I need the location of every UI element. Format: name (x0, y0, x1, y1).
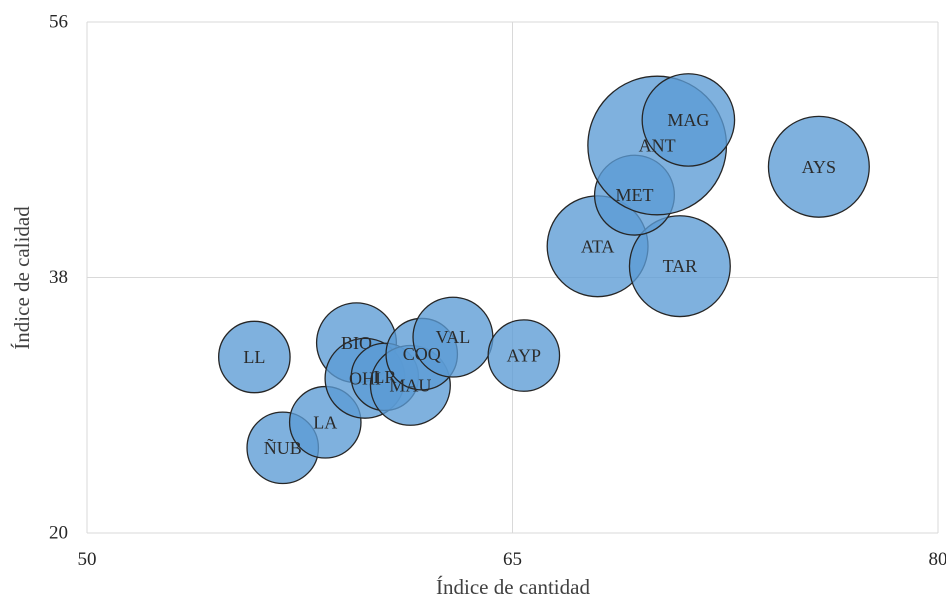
bubble-label: TAR (663, 256, 698, 276)
bubble-mag (641, 73, 736, 167)
bubble-label: LL (243, 347, 265, 367)
bubble-label: AYP (507, 346, 541, 366)
bubble-label: VAL (436, 327, 471, 347)
bubble-label: AYS (802, 157, 836, 177)
y-tick-label: 56 (49, 12, 68, 33)
bubble-ayp (487, 319, 561, 392)
bubble-label: LA (313, 412, 337, 432)
x-tick-label: 50 (78, 549, 97, 570)
y-tick-label: 20 (49, 523, 68, 544)
bubble-label: MET (615, 185, 653, 205)
bubble-label: ÑUB (264, 437, 302, 458)
tick-labels: 50 65 80 20 38 56 (49, 12, 946, 571)
bubble-ays (767, 115, 870, 218)
bubble-ll (218, 320, 291, 394)
bubble-label: MAG (667, 110, 709, 130)
x-tick-label: 80 (929, 549, 946, 570)
bubble-label: MAU (389, 375, 431, 395)
bubble-label: ANT (639, 135, 676, 155)
bubble-label: OHI (349, 368, 381, 388)
grid-lines (86, 21, 939, 534)
bubble-label: LR (373, 367, 396, 387)
x-axis-title: Índice de cantidad (436, 575, 590, 599)
bubble-label: ATA (581, 236, 615, 256)
bubbles (218, 73, 870, 485)
bubble-label: COQ (403, 344, 441, 364)
y-axis-title: Índice de calidad (10, 206, 34, 350)
bubble-tar (628, 215, 731, 318)
y-tick-label: 38 (49, 267, 68, 288)
x-tick-label: 65 (503, 549, 522, 570)
bubble-label: BIO (341, 333, 372, 353)
